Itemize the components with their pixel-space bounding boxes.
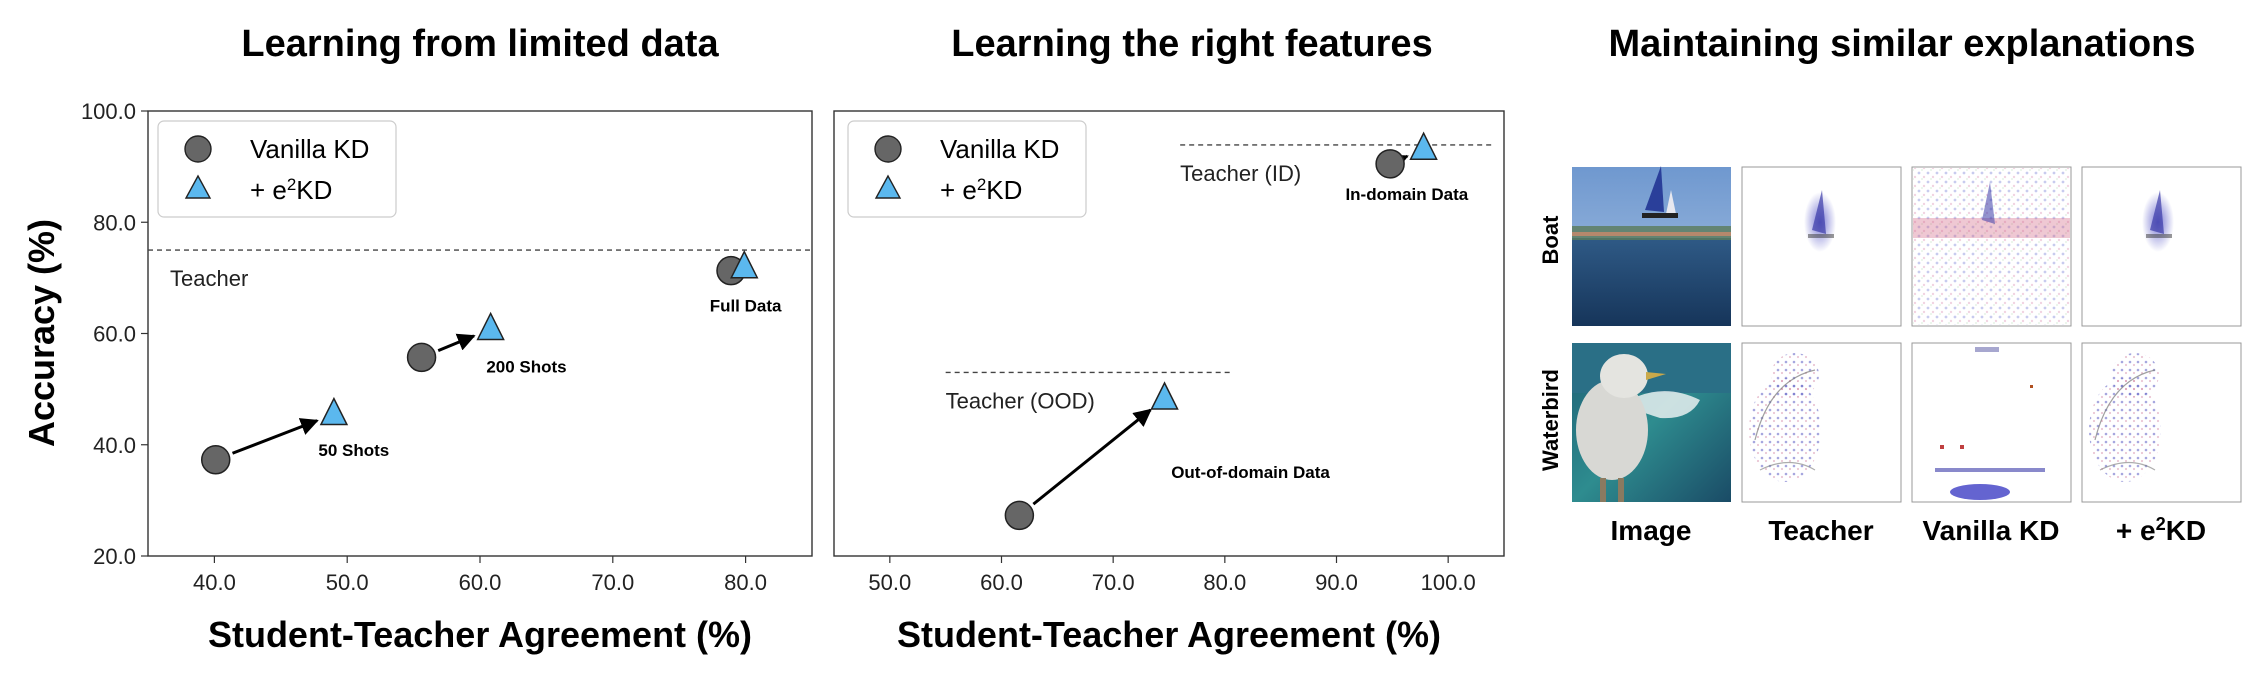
x-tick-label: 60.0 xyxy=(459,570,502,595)
x-tick-label: 90.0 xyxy=(1315,570,1358,595)
e2kd-point xyxy=(478,313,504,339)
vanilla-kd-point xyxy=(202,446,230,474)
teacher-reference-label: Teacher xyxy=(170,266,248,291)
panel-title: Learning from limited data xyxy=(241,23,719,65)
y-tick-label: 80.0 xyxy=(93,210,136,235)
annotations: 50 Shots 200 Shots Full Data xyxy=(318,296,782,460)
annotations: In-domain Data Out-of-domain Data xyxy=(1171,185,1469,482)
row-label-waterbird: Waterbird xyxy=(1538,369,1563,471)
y-tick-label: 100.0 xyxy=(81,99,136,124)
axis-ticks: 50.0 60.0 70.0 80.0 90.0 100.0 xyxy=(868,556,1475,595)
x-axis-title: Student-Teacher Agreement (%) xyxy=(208,614,752,655)
x-tick-label: 70.0 xyxy=(591,570,634,595)
panel-limited-data: Learning from limited data 40.0 50.0 60.0 7… xyxy=(21,23,812,655)
e2kd-point xyxy=(1411,133,1437,159)
data-annotation: 50 Shots xyxy=(318,441,389,460)
data-annotation: In-domain Data xyxy=(1345,185,1468,204)
panel-title: Learning the right features xyxy=(951,23,1432,65)
x-tick-label: 60.0 xyxy=(980,570,1023,595)
y-axis-title: Accuracy (%) xyxy=(21,219,62,447)
improvement-arrows xyxy=(233,336,474,453)
boat-e2kd-explanation xyxy=(2082,167,2241,326)
x-tick-label: 40.0 xyxy=(193,570,236,595)
column-label-e2kd: + e2KD xyxy=(2116,514,2206,546)
improvement-arrow xyxy=(233,421,318,454)
panel-right-features: Learning the right features 50.0 60.0 70.0… xyxy=(834,23,1504,655)
x-tick-label: 80.0 xyxy=(1203,570,1246,595)
vanilla-kd-point xyxy=(1005,501,1033,529)
boat-image xyxy=(1572,166,1731,326)
waterbird-e2kd-explanation xyxy=(2082,343,2241,502)
improvement-arrow xyxy=(1033,410,1150,504)
x-tick-label: 70.0 xyxy=(1092,570,1135,595)
legend-entry: Vanilla KD xyxy=(940,134,1059,164)
data-annotation: 200 Shots xyxy=(486,357,566,376)
improvement-arrow xyxy=(438,336,474,351)
y-tick-label: 40.0 xyxy=(93,433,136,458)
e2kd-point xyxy=(1152,383,1178,409)
y-tick-label: 20.0 xyxy=(93,544,136,569)
panel-explanations: Maintaining similar explanations Boat Wa… xyxy=(1538,23,2241,546)
boat-teacher-explanation xyxy=(1742,167,1901,326)
column-label-vanilla-kd: Vanilla KD xyxy=(1923,515,2060,546)
data-points xyxy=(202,252,758,474)
y-tick-label: 60.0 xyxy=(93,322,136,347)
x-tick-label: 80.0 xyxy=(724,570,767,595)
vanilla-kd-point xyxy=(408,343,436,371)
x-axis-title: Student-Teacher Agreement (%) xyxy=(897,614,1441,655)
column-label-teacher: Teacher xyxy=(1768,515,1873,546)
legend-marker-circle xyxy=(875,136,901,162)
teacher-reference-label: Teacher (ID) xyxy=(1180,161,1301,186)
legend-marker-circle xyxy=(185,136,211,162)
legend: Vanilla KD + e2KD xyxy=(848,121,1086,217)
waterbird-teacher-explanation xyxy=(1742,343,1901,502)
teacher-reference-label: Teacher (OOD) xyxy=(946,388,1095,413)
e2kd-point xyxy=(321,399,347,425)
column-label-image: Image xyxy=(1611,515,1692,546)
vanilla-kd-point xyxy=(1376,150,1404,178)
data-annotation: Full Data xyxy=(710,296,782,315)
x-tick-label: 50.0 xyxy=(868,570,911,595)
waterbird-image xyxy=(1572,343,1731,502)
improvement-arrows xyxy=(1033,156,1407,504)
data-annotation: Out-of-domain Data xyxy=(1171,463,1330,482)
waterbird-vanilla-kd-explanation xyxy=(1912,343,2071,502)
panel-title: Maintaining similar explanations xyxy=(1608,23,2195,65)
boat-vanilla-kd-explanation xyxy=(1912,167,2071,326)
legend: Vanilla KD + e2KD xyxy=(158,121,396,217)
x-tick-label: 100.0 xyxy=(1421,570,1476,595)
reference-lines: Teacher xyxy=(148,250,812,291)
legend-entry: Vanilla KD xyxy=(250,134,369,164)
x-tick-label: 50.0 xyxy=(326,570,369,595)
row-label-boat: Boat xyxy=(1538,215,1563,265)
